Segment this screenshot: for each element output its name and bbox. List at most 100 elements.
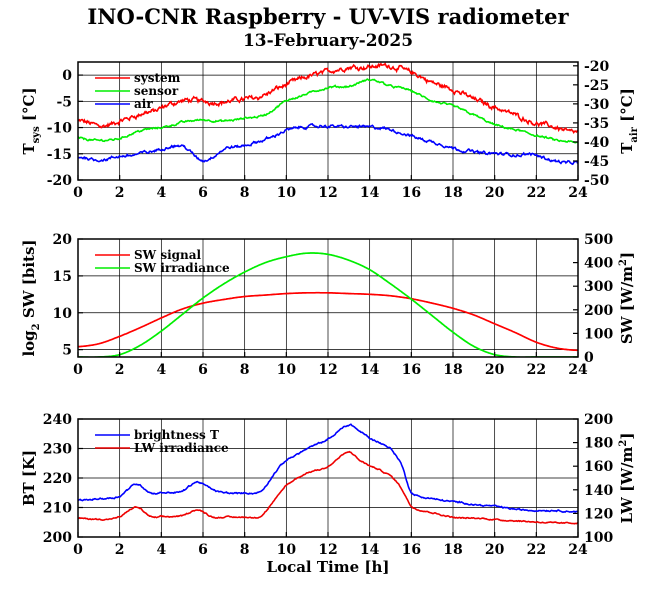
series-line-lw-irradiance [78,450,578,525]
figure-date: 13-February-2025 [243,31,413,51]
x-tick-label: 4 [156,542,166,558]
legend-label: air [134,97,153,111]
y-tick-label: -5 [56,94,72,110]
x-tick-label: 4 [156,185,166,201]
x-tick-label: 18 [443,362,462,378]
x-tick-label: 8 [240,362,250,378]
x-tick-label: 0 [73,362,83,378]
series-line-brightness-t [78,423,578,514]
y2-tick-label: 300 [584,279,613,295]
x-tick-label: 12 [318,542,337,558]
legend-label: brightness T [134,428,219,442]
y2-tick-label: 120 [584,506,613,522]
y2-tick-label: 100 [584,530,613,546]
x-tick-label: 16 [402,542,421,558]
legend-label: system [134,71,181,85]
y2-tick-label: 140 [584,483,613,499]
y2-tick-label: -25 [584,78,609,94]
y-tick-label: 230 [43,442,72,458]
x-tick-label: 2 [115,185,125,201]
y-tick-label: 10 [53,306,73,322]
x-tick-label: 16 [402,185,421,201]
y2-tick-label: 500 [584,232,613,248]
x-tick-label: 18 [443,542,462,558]
x-tick-label: 12 [318,362,337,378]
x-tick-label: 0 [73,185,83,201]
y2-tick-label: 200 [584,303,613,319]
y-tick-label: 200 [43,530,72,546]
x-tick-label: 6 [198,362,208,378]
y-tick-label: 240 [43,412,72,428]
y2-tick-label: 400 [584,256,613,272]
y-tick-label: -10 [47,121,73,137]
y2-tick-label: 160 [584,459,613,475]
y-tick-label: 210 [43,501,72,517]
x-tick-label: 14 [360,362,380,378]
series-line-sw-signal [78,291,578,352]
y-axis-label: BT [K] [20,450,38,506]
x-tick-label: 10 [277,362,297,378]
y-axis-label: Tsys [°C] [20,87,42,154]
x-tick-label: 8 [240,185,250,201]
y-tick-label: 20 [53,232,73,248]
y2-tick-label: -45 [584,154,609,170]
x-tick-label: 16 [402,362,421,378]
x-tick-label: 22 [527,185,546,201]
x-tick-label: 20 [485,185,505,201]
x-tick-label: 10 [277,542,297,558]
y2-tick-label: -50 [584,173,610,189]
x-tick-label: 8 [240,542,250,558]
chart-panel-1: 0 2 4 6 8 10 12 14 16 18 20 22 240-5-10-15-20-20-25-… [20,59,640,201]
x-tick-label: 4 [156,362,166,378]
legend-label: SW signal [134,248,202,262]
y2-axis-label: SW [W/m2] [618,252,636,344]
x-tick-label: 24 [568,185,588,201]
x-tick-label: 6 [198,185,208,201]
series-line-system [78,62,578,135]
charts-group: 0 2 4 6 8 10 12 14 16 18 20 22 240-5-10-15-20-20-25-… [20,59,640,576]
x-tick-label: 24 [568,542,588,558]
chart-panel-3: 0 2 4 6 8 10 12 14 16 18 20 22 242402302202102002001… [20,412,636,576]
x-tick-label: 10 [277,185,297,201]
x-tick-label: 2 [115,542,125,558]
series-line-sensor [78,78,578,144]
y-tick-label: 15 [53,269,72,285]
x-tick-label: 22 [527,542,546,558]
y-tick-label: -20 [47,173,73,189]
y2-tick-label: 100 [584,326,613,342]
x-tick-label: 6 [198,542,208,558]
legend-label: SW irradiance [134,261,230,275]
y-axis-label: log2 SW [bits] [20,239,42,356]
x-tick-label: 18 [443,185,462,201]
chart-panel-2: 0 2 4 6 8 10 12 14 16 18 20 22 242015105500400300200… [20,232,636,378]
y2-tick-label: -40 [584,135,610,151]
x-tick-label: 20 [485,362,505,378]
x-tick-label: 12 [318,185,337,201]
x-axis-label: Local Time [h] [267,558,390,576]
x-tick-label: 24 [568,362,588,378]
y2-tick-label: 200 [584,412,613,428]
y-tick-label: 220 [43,471,72,487]
legend: brightness TLW irradiance [95,428,229,455]
x-tick-label: 2 [115,362,125,378]
x-tick-label: 0 [73,542,83,558]
y-tick-label: 0 [62,68,72,84]
y2-tick-label: -20 [584,59,610,75]
y-tick-label: -15 [47,147,72,163]
series-line-air [78,122,578,166]
y2-axis-label: Tair [°C] [618,88,640,154]
legend-label: LW irradiance [134,441,229,455]
y2-tick-label: 0 [584,350,594,366]
x-tick-label: 14 [360,185,380,201]
figure-title: INO-CNR Raspberry - UV-VIS radiometer [87,4,569,29]
y-tick-label: 5 [62,343,72,359]
x-tick-label: 14 [360,542,380,558]
y2-tick-label: -35 [584,116,609,132]
x-tick-label: 22 [527,362,546,378]
legend-label: sensor [134,84,179,98]
y2-axis-label: LW [W/m2] [618,433,636,524]
y2-tick-label: -30 [584,97,610,113]
